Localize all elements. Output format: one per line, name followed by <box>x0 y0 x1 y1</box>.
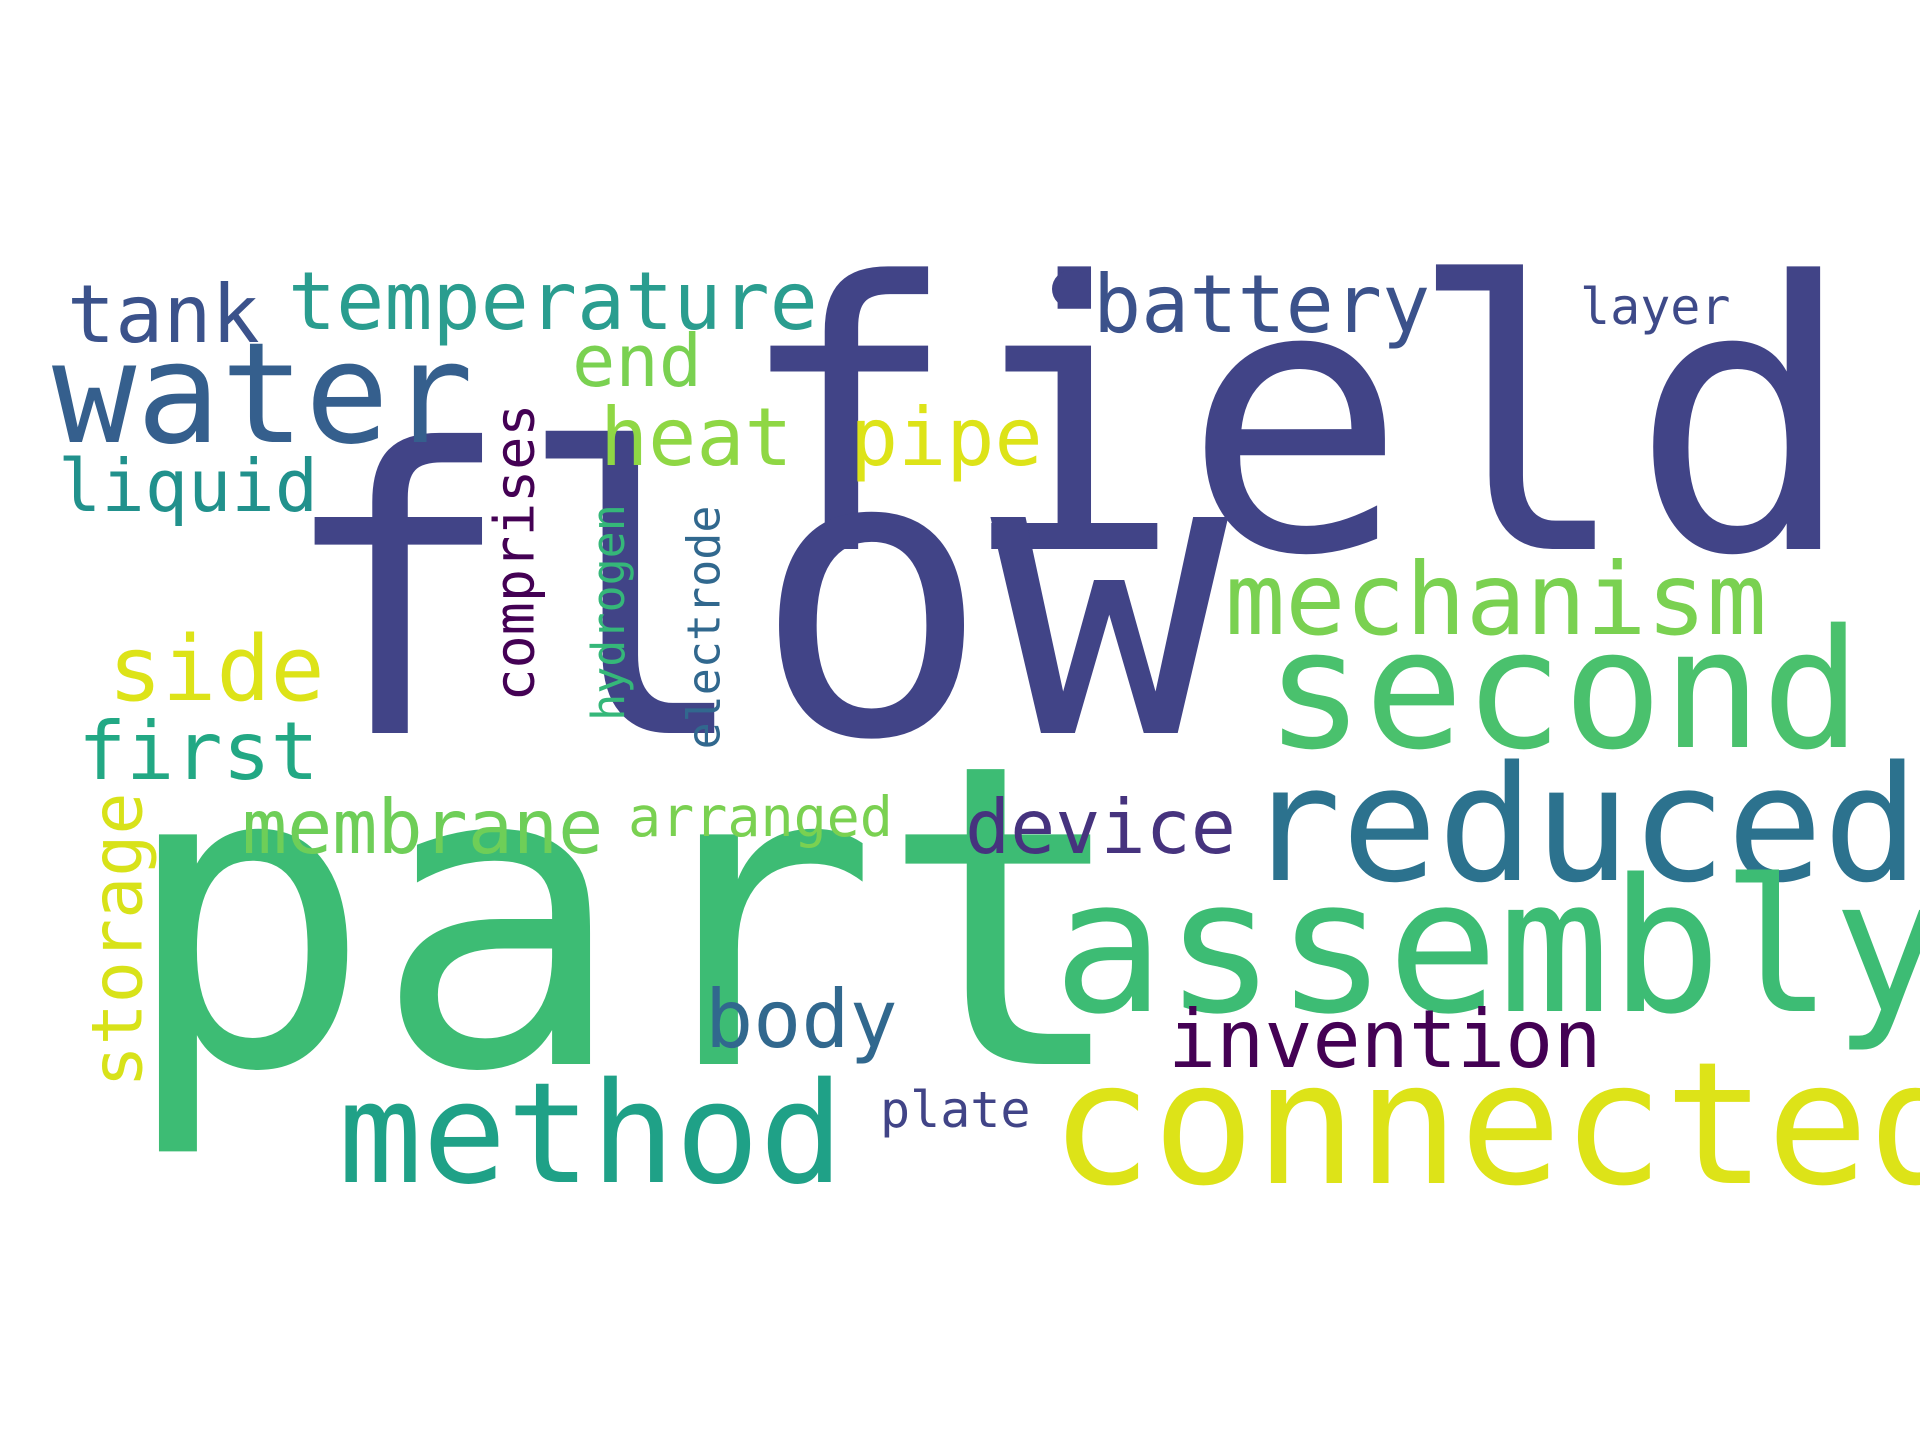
word-tank: tank <box>67 275 260 355</box>
word-method: method <box>338 1065 844 1205</box>
word-heat: heat <box>600 398 793 478</box>
word-side: side <box>108 625 325 715</box>
word-end: end <box>572 325 702 397</box>
word-arranged: arranged <box>628 790 893 845</box>
word-connected: connected <box>1050 1040 1920 1210</box>
word-membrane: membrane <box>242 790 603 865</box>
word-temperature: temperature <box>288 262 818 342</box>
dot-mark <box>1052 270 1090 308</box>
word-battery: battery <box>1093 265 1430 345</box>
word-liquid: liquid <box>58 450 318 522</box>
word-storage: storage <box>83 792 153 1087</box>
word-layer: layer <box>1580 282 1731 332</box>
word-body: body <box>705 980 898 1060</box>
word-electrode: electrode <box>681 506 726 750</box>
word-plate: plate <box>880 1085 1031 1135</box>
word-comprises: comprises <box>488 403 543 701</box>
word-pipe: pipe <box>850 398 1043 478</box>
word-hydrogen: hydrogen <box>586 504 631 721</box>
word-first: first <box>78 712 319 792</box>
